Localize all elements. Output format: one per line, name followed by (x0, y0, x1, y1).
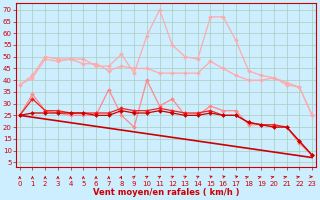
X-axis label: Vent moyen/en rafales ( km/h ): Vent moyen/en rafales ( km/h ) (93, 188, 239, 197)
